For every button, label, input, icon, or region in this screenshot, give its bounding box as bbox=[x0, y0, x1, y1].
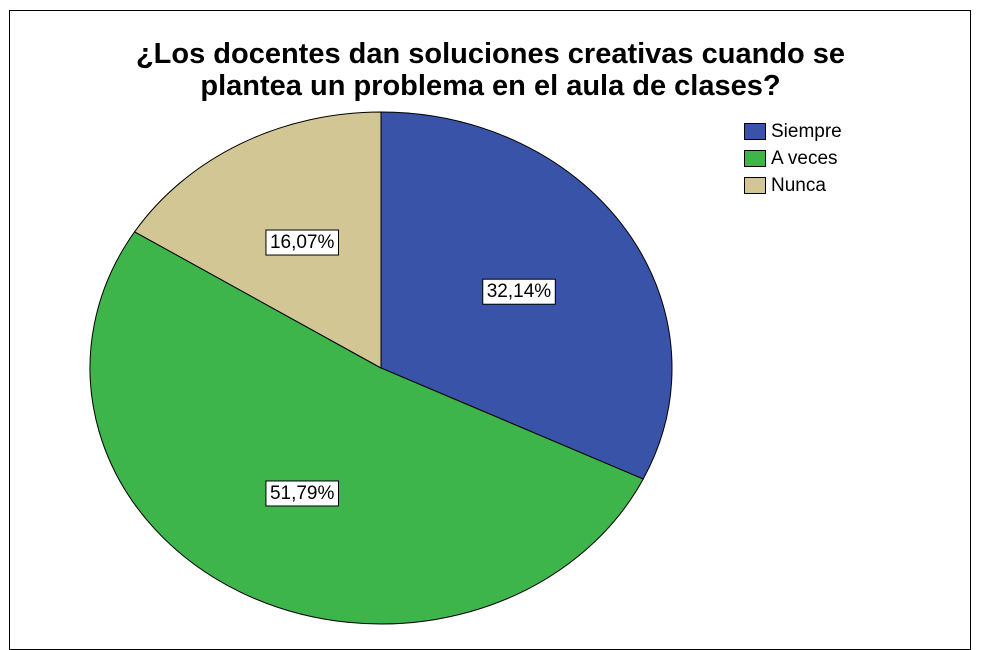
pie-chart: 32,14% 51,79% 16,07% bbox=[89, 111, 673, 625]
legend-label-a-veces: A veces bbox=[771, 147, 838, 169]
pie-data-labels: 32,14% 51,79% 16,07% bbox=[265, 229, 556, 507]
data-label-box-siempre bbox=[482, 278, 556, 305]
pie-slices bbox=[89, 111, 673, 625]
pie-slice-a-veces bbox=[89, 231, 644, 625]
legend-swatch-nunca bbox=[744, 177, 766, 194]
chart-title-line-1: ¿Los docentes dan soluciones creativas c… bbox=[135, 38, 846, 70]
legend-label-nunca: Nunca bbox=[771, 174, 826, 196]
data-label-nunca: 16,07% bbox=[265, 229, 339, 256]
legend-swatch-siempre bbox=[744, 123, 766, 140]
legend-item-siempre: Siempre bbox=[744, 118, 842, 145]
data-label-text-siempre: 32,14% bbox=[487, 281, 552, 302]
legend-item-a-veces: A veces bbox=[744, 145, 842, 172]
chart-title: ¿Los docentes dan soluciones creativas c… bbox=[0, 38, 981, 102]
pie-slice-nunca bbox=[133, 111, 382, 369]
data-label-box-a-veces bbox=[265, 480, 339, 507]
legend: Siempre A veces Nunca bbox=[744, 118, 842, 199]
data-label-box-nunca bbox=[265, 229, 339, 256]
legend-label-siempre: Siempre bbox=[771, 120, 842, 142]
legend-item-nunca: Nunca bbox=[744, 172, 842, 199]
data-label-text-a-veces: 51,79% bbox=[270, 483, 335, 504]
data-label-text-nunca: 16,07% bbox=[270, 232, 335, 253]
data-label-siempre: 32,14% bbox=[482, 278, 556, 305]
legend-swatch-a-veces bbox=[744, 150, 766, 167]
data-label-a-veces: 51,79% bbox=[265, 480, 339, 507]
chart-title-line-2: plantea un problema en el aula de clases… bbox=[200, 70, 781, 102]
